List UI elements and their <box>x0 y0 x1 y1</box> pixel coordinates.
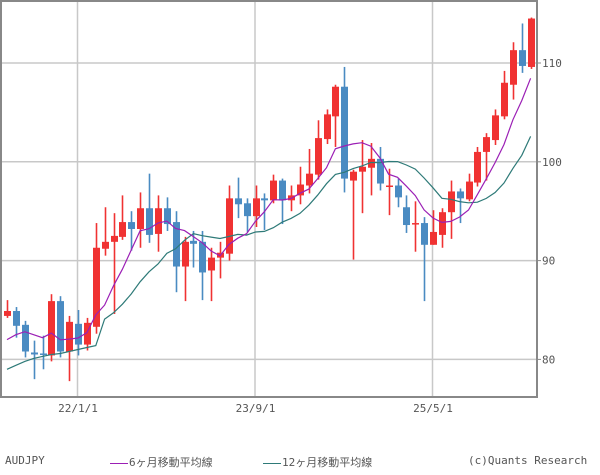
candle-up <box>492 115 499 141</box>
candle-up <box>350 171 357 181</box>
candle-down <box>75 323 82 345</box>
candle-up <box>510 50 517 85</box>
ma12-line-swatch-icon <box>263 462 281 464</box>
y-tick-label: 100 <box>542 156 562 169</box>
legend-ma6-label: 6ヶ月移動平均線 <box>129 456 213 469</box>
candle-up <box>368 158 375 168</box>
candle-down <box>377 158 384 184</box>
candle-down <box>146 208 153 235</box>
ma12-line <box>6 136 532 370</box>
candle-down <box>235 198 242 205</box>
candlestick-chart: 80 90 100 110 22/1/1 23/9/1 25/5/1 <box>0 0 562 415</box>
candle-up <box>315 138 322 175</box>
candle-down <box>519 50 526 66</box>
candle-up <box>270 180 277 201</box>
legend-ma12-label: 12ヶ月移動平均線 <box>282 456 373 469</box>
candle-up <box>137 208 144 229</box>
candle-down <box>199 241 206 273</box>
candle-up <box>253 198 260 217</box>
x-tick-label: 22/1/1 <box>58 402 98 415</box>
candle-up <box>226 198 233 254</box>
y-tick-label: 80 <box>542 353 555 366</box>
candle-down <box>13 310 20 326</box>
candle-down <box>164 208 171 225</box>
candle-up <box>474 151 481 183</box>
candle-up <box>483 137 490 152</box>
candle-up <box>119 222 126 237</box>
legend-bar: AUDJPY 6ヶ月移動平均線 12ヶ月移動平均線 (c)Quants Rese… <box>0 454 600 472</box>
candle-up <box>466 181 473 200</box>
candle-up <box>412 223 419 225</box>
plot-frame <box>0 0 538 398</box>
candle-down <box>190 240 197 244</box>
candle-down <box>395 185 402 198</box>
y-tick-label: 90 <box>542 255 555 268</box>
candle-up <box>208 257 215 271</box>
candle-down <box>421 223 428 245</box>
candle-up <box>501 82 508 117</box>
candle-up <box>306 173 313 186</box>
moving-average-lines <box>6 78 532 370</box>
candle-down <box>403 207 410 226</box>
candles <box>4 17 535 382</box>
candle-up <box>297 184 304 196</box>
ma6-line-swatch-icon <box>110 462 128 464</box>
candle-down <box>244 203 251 217</box>
y-axis-labels: 80 90 100 110 <box>537 57 562 366</box>
legend-ma6: 6ヶ月移動平均線 <box>110 454 213 470</box>
credit-label: (c)Quants Research <box>468 454 588 467</box>
candle-up <box>332 86 339 117</box>
symbol-label: AUDJPY <box>5 454 45 467</box>
candle-down <box>261 198 268 201</box>
ma6-line <box>6 78 532 341</box>
candle-up <box>430 231 437 245</box>
candle-up <box>182 241 189 267</box>
candle-up <box>4 310 11 316</box>
y-tick-label: 110 <box>542 57 562 70</box>
candle-up <box>155 208 162 234</box>
candle-up <box>439 212 446 235</box>
candle-down <box>341 86 348 179</box>
candle-up <box>102 241 109 249</box>
plot-border <box>0 0 538 398</box>
candle-up <box>528 18 535 67</box>
x-tick-label: 23/9/1 <box>236 402 276 415</box>
candle-down <box>128 222 135 229</box>
candle-up <box>66 321 73 352</box>
candle-up <box>359 166 366 172</box>
candle-up <box>111 235 118 242</box>
candle-down <box>173 222 180 267</box>
candle-up <box>84 322 91 345</box>
candle-down <box>457 191 464 199</box>
candle-down <box>57 301 64 352</box>
candle-up <box>448 191 455 213</box>
candle-up <box>93 247 100 327</box>
candle-up <box>48 301 55 356</box>
candle-up <box>324 114 331 140</box>
x-axis-labels: 22/1/1 23/9/1 25/5/1 <box>58 402 453 415</box>
legend-ma12: 12ヶ月移動平均線 <box>263 454 372 470</box>
candle-down <box>22 324 29 352</box>
candle-down <box>279 180 286 201</box>
candle-down <box>40 353 47 355</box>
candle-up <box>386 185 393 188</box>
x-tick-label: 25/5/1 <box>413 402 453 415</box>
candle-down <box>31 352 38 355</box>
